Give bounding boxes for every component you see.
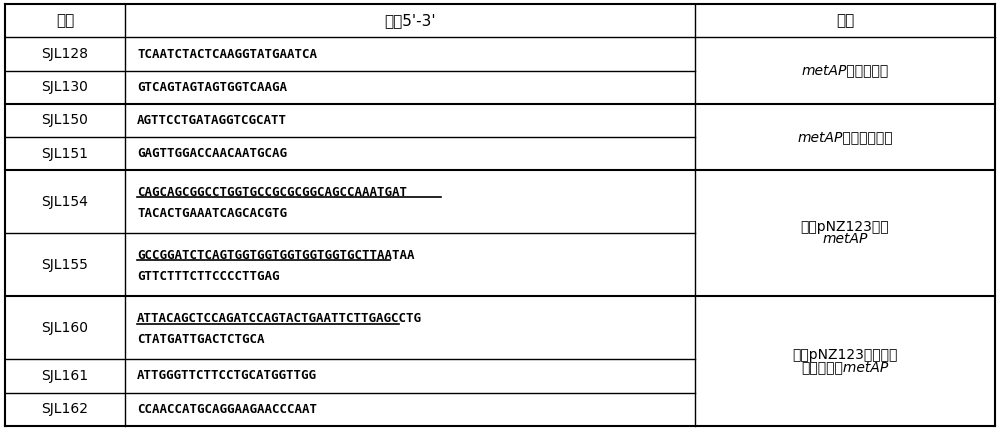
Text: SJL160: SJL160 xyxy=(42,321,88,335)
Text: 引物: 引物 xyxy=(56,13,74,28)
Text: TACACTGAAATCAGCACGTG: TACACTGAAATCAGCACGTG xyxy=(137,206,287,220)
Text: AGTTCCTGATAGGTCGCATT: AGTTCCTGATAGGTCGCATT xyxy=(137,114,287,127)
Text: CAGCAGCGGCCTGGTGCCGCGCGGCAGCCAAATGAT: CAGCAGCGGCCTGGTGCCGCGCGGCAGCCAAATGAT xyxy=(137,186,407,199)
Text: SJL154: SJL154 xyxy=(42,195,88,209)
Text: metAP的自然转化: metAP的自然转化 xyxy=(801,64,889,78)
Text: metAP中突变的检测: metAP中突变的检测 xyxy=(797,130,893,144)
Text: 序列5'-3': 序列5'-3' xyxy=(384,13,436,28)
Text: 克隆pNZ123中突变的: 克隆pNZ123中突变的 xyxy=(792,348,898,362)
Text: SJL161: SJL161 xyxy=(41,369,89,383)
Text: GTTCTTTCTTCCCCTTGAG: GTTCTTTCTTCCCCTTGAG xyxy=(137,270,280,283)
Text: 功能: 功能 xyxy=(836,13,854,28)
Text: GAGTTGGACCAACAATGCAG: GAGTTGGACCAACAATGCAG xyxy=(137,147,287,160)
Text: GCCGGATCTCAGTGGTGGTGGTGGTGGTGCTTAATAA: GCCGGATCTCAGTGGTGGTGGTGGTGGTGCTTAATAA xyxy=(137,249,415,262)
Text: CTATGATTGACTCTGCA: CTATGATTGACTCTGCA xyxy=(137,333,264,346)
Text: TCAATCTACTCAAGGTATGAATCA: TCAATCTACTCAAGGTATGAATCA xyxy=(137,48,317,61)
Text: GTCAGTAGTAGTGGTCAAGA: GTCAGTAGTAGTGGTCAAGA xyxy=(137,81,287,94)
Text: metAP: metAP xyxy=(822,232,868,246)
Text: CCAACCATGCAGGAAGAACCCAAT: CCAACCATGCAGGAAGAACCCAAT xyxy=(137,402,317,416)
Text: SJL128: SJL128 xyxy=(42,47,88,61)
Text: SJL130: SJL130 xyxy=(42,80,88,94)
Text: ATTGGGTTCTTCCTGCATGGTTGG: ATTGGGTTCTTCCTGCATGGTTGG xyxy=(137,369,317,382)
Text: 变形链球菌metAP: 变形链球菌metAP xyxy=(801,360,889,374)
Text: SJL150: SJL150 xyxy=(42,114,88,127)
Text: 克隆pNZ123中的: 克隆pNZ123中的 xyxy=(801,220,889,234)
Text: SJL162: SJL162 xyxy=(42,402,88,416)
Text: SJL151: SJL151 xyxy=(42,147,88,161)
Text: SJL155: SJL155 xyxy=(42,258,88,272)
Text: ATTACAGCTCCAGATCCAGTACTGAATTCTTGAGCCTG: ATTACAGCTCCAGATCCAGTACTGAATTCTTGAGCCTG xyxy=(137,312,422,325)
